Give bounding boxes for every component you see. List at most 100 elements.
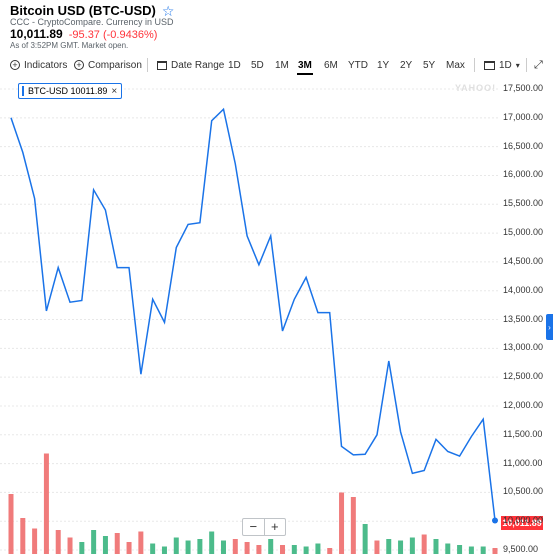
date-range-label: Date Range: [171, 59, 225, 71]
zoom-control: − +: [242, 518, 286, 536]
volume-bar: [398, 540, 404, 554]
volume-bar: [256, 545, 262, 554]
volume-bar: [492, 548, 498, 554]
close-icon[interactable]: ×: [111, 85, 118, 97]
volume-bar: [374, 540, 380, 554]
y-tick-label: 17,500.00: [503, 83, 544, 93]
volume-bar: [445, 543, 451, 554]
volume-bar: [280, 545, 286, 554]
range-max[interactable]: Max: [446, 59, 465, 71]
series-legend-chip[interactable]: BTC-USD 10011.89 ×: [18, 83, 123, 99]
volume-bar: [421, 534, 427, 554]
price-row: 10,011.89 -95.37 (-0.9436%): [10, 27, 157, 41]
y-tick-label: 12,500.00: [503, 371, 544, 382]
range-1d[interactable]: 1D: [228, 59, 241, 71]
y-tick-label: 14,000.00: [503, 284, 544, 295]
zoom-out-button[interactable]: −: [249, 519, 258, 534]
exchange-subtitle: CCC - CryptoCompare. Currency in USD: [10, 17, 174, 27]
volume-bar: [339, 492, 345, 554]
volume-bar: [303, 546, 309, 554]
volume-bar: [220, 540, 226, 554]
volume-bar: [114, 533, 120, 554]
interval-label: 1D: [499, 59, 512, 71]
price-line: [10, 107, 496, 521]
range-2y[interactable]: 2Y: [400, 59, 413, 71]
chart-toolbar: + Indicators + Comparison Date Range 1D …: [0, 56, 553, 75]
volume-bar: [91, 530, 97, 554]
y-tick-label: 10,500.00: [503, 486, 544, 497]
page-title: Bitcoin USD (BTC-USD): [10, 3, 156, 18]
zoom-in-button[interactable]: +: [263, 519, 286, 535]
volume-bar: [268, 539, 274, 554]
yahoo-watermark: YAHOO!: [455, 83, 497, 93]
range-5y[interactable]: 5Y: [423, 59, 436, 71]
volume-bar: [67, 537, 73, 554]
chevron-right-icon: ›: [548, 322, 551, 332]
range-3m[interactable]: 3M: [298, 59, 312, 71]
y-tick-label: 14,500.00: [503, 255, 544, 266]
indicators-button[interactable]: + Indicators: [10, 56, 67, 74]
series-legend-label: BTC-USD 10011.89: [28, 86, 108, 96]
selected-range-underline: [297, 73, 313, 75]
last-price-tag: 10,011.89: [501, 516, 543, 530]
y-tick-label: 16,500.00: [503, 140, 544, 151]
market-status: As of 3:52PM GMT. Market open.: [10, 41, 129, 50]
title-row: Bitcoin USD (BTC-USD) ☆: [10, 3, 174, 18]
volume-bar: [386, 539, 392, 554]
expand-icon: ⤢: [534, 58, 543, 71]
y-tick-label: 16,000.00: [503, 169, 544, 180]
indicators-label: Indicators: [24, 59, 68, 71]
range-6m[interactable]: 6M: [324, 59, 338, 71]
volume-bar: [315, 543, 321, 554]
volume-bar: [197, 539, 203, 554]
range-5d[interactable]: 5D: [251, 59, 264, 71]
volume-bar: [32, 528, 38, 554]
range-ytd[interactable]: YTD: [348, 59, 368, 71]
volume-bar: [232, 539, 238, 554]
volume-bar: [480, 546, 486, 554]
volume-bar: [8, 494, 14, 554]
date-range-button[interactable]: Date Range: [157, 56, 224, 74]
star-icon[interactable]: ☆: [161, 2, 175, 19]
side-panel-tab[interactable]: ›: [546, 314, 553, 340]
volume-bar: [244, 542, 250, 554]
range-1m[interactable]: 1M: [275, 59, 289, 71]
y-tick-label: 13,000.00: [503, 342, 544, 353]
volume-bar: [209, 531, 215, 554]
series-color-swatch: [22, 86, 24, 96]
volume-bar: [409, 537, 415, 554]
comparison-button[interactable]: + Comparison: [74, 56, 142, 74]
y-tick-label: 11,500.00: [503, 428, 543, 439]
volume-bar: [291, 545, 297, 554]
price-chart[interactable]: [0, 78, 553, 554]
volume-bar: [362, 524, 368, 554]
current-price: 10,011.89: [10, 27, 63, 41]
toolbar-divider: [526, 58, 527, 72]
volume-bar: [185, 540, 191, 554]
volume-bar: [150, 543, 156, 554]
toolbar-divider: [474, 58, 475, 72]
volume-bar: [79, 542, 85, 554]
volume-bar: [55, 530, 61, 554]
volume-bar: [468, 546, 474, 554]
y-tick-label: 13,500.00: [503, 313, 544, 324]
y-tick-label: 11,000.00: [503, 457, 543, 468]
last-price-marker: [492, 517, 498, 524]
chevron-down-icon: ▾: [515, 60, 520, 70]
chart-type-icon: [484, 60, 495, 70]
calendar-icon: [157, 60, 167, 70]
plus-circle-icon: +: [10, 60, 20, 70]
toolbar-divider: [147, 58, 148, 72]
y-tick-label: 9,500.00: [503, 544, 539, 554]
plus-circle-icon: +: [74, 60, 84, 70]
y-tick-label: 10,000.00: [503, 515, 544, 526]
y-tick-label: 12,000.00: [503, 399, 544, 410]
fullscreen-button[interactable]: ⤢: [534, 56, 543, 74]
volume-bar: [433, 539, 439, 554]
y-tick-label: 15,000.00: [503, 227, 544, 238]
y-tick-label: 15,500.00: [503, 198, 544, 209]
volume-bar: [138, 531, 144, 554]
interval-select[interactable]: 1D ▾: [484, 56, 520, 74]
range-1y[interactable]: 1Y: [377, 59, 390, 71]
volume-bar: [327, 548, 333, 554]
